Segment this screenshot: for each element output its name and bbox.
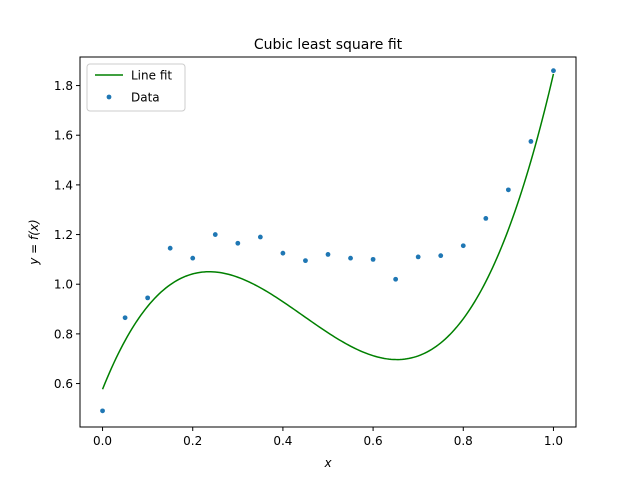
data-point (145, 295, 151, 301)
y-tick-label: 1.4 (54, 178, 73, 192)
legend-data-label: Data (131, 91, 160, 105)
data-point (528, 139, 534, 144)
data-point (348, 255, 353, 261)
legend-line-fit-label: Line fit (131, 69, 172, 83)
data-point (393, 276, 399, 282)
y-tick-label: 1.0 (54, 278, 73, 292)
data-point (415, 254, 421, 260)
chart-title: Cubic least square fit (254, 37, 403, 53)
legend: Line fit Data (86, 63, 186, 112)
x-tick-label: 0.2 (183, 434, 202, 448)
x-tick-label: 0.4 (273, 434, 292, 448)
x-axis-label: x (323, 456, 332, 470)
data-point (167, 245, 173, 251)
line-fit-curve (101, 73, 555, 390)
data-point (280, 250, 286, 256)
data-point (370, 256, 376, 262)
x-tick-label: 0.8 (454, 434, 473, 448)
data-point (438, 253, 444, 259)
data-point (460, 243, 466, 249)
data-point (257, 234, 263, 240)
y-axis-label: y = f(x) (27, 219, 41, 265)
x-axis: 0.0 0.2 0.4 0.6 0.8 1.0 (93, 427, 563, 448)
y-tick-label: 1.6 (54, 129, 73, 143)
data-point (100, 408, 105, 414)
x-tick-label: 1.0 (544, 434, 563, 448)
y-tick-label: 0.6 (54, 377, 73, 391)
data-point (303, 258, 308, 264)
y-axis: 0.6 0.8 1.0 1.2 1.4 1.6 1.8 (54, 79, 80, 391)
data-point (190, 255, 196, 261)
x-tick-label: 0.6 (364, 434, 383, 448)
axes-frame (79, 56, 577, 428)
y-tick-label: 0.8 (54, 327, 73, 341)
legend-data-swatch (106, 94, 112, 100)
data-point (483, 216, 489, 221)
y-tick-label: 1.2 (54, 228, 73, 242)
data-point (551, 68, 556, 74)
plot-area (100, 68, 556, 414)
y-tick-label: 1.8 (54, 79, 73, 93)
data-point (235, 240, 241, 246)
data-point (325, 252, 331, 257)
data-point (122, 315, 128, 321)
x-tick-label: 0.0 (93, 434, 112, 448)
data-point (212, 232, 218, 237)
data-point (505, 187, 511, 193)
